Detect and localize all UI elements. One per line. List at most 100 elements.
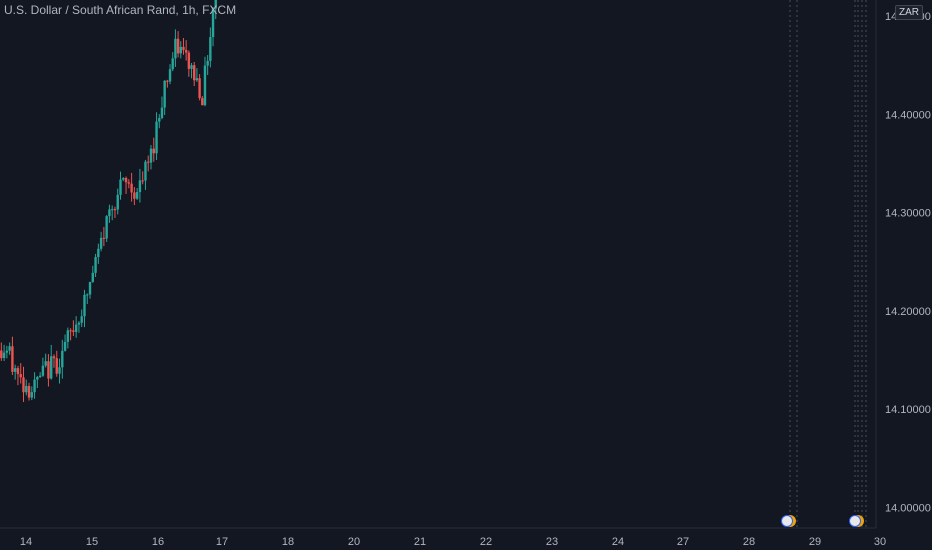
candle-body	[30, 392, 34, 398]
candle-body	[203, 65, 207, 106]
candle-body	[160, 107, 164, 118]
y-tick-label: 14.10000	[885, 404, 931, 416]
candle-body	[195, 78, 199, 81]
candle-body	[69, 330, 72, 332]
candle-body	[119, 179, 122, 195]
candle-body	[198, 78, 201, 99]
candle-body	[141, 180, 144, 182]
candle-body	[135, 192, 139, 199]
candle-body	[13, 368, 17, 372]
candle-body	[130, 183, 133, 193]
candle-body	[83, 294, 86, 317]
candle-body	[138, 180, 142, 193]
candle-body	[86, 294, 89, 296]
x-tick-label: 16	[152, 536, 164, 548]
candle-body	[52, 356, 56, 359]
candle-body	[0, 350, 3, 359]
candle-body	[211, 8, 215, 38]
candle-body	[105, 216, 108, 239]
candle-body	[77, 322, 81, 325]
candle-body	[102, 237, 106, 239]
candle-body	[97, 248, 100, 258]
x-tick-label: 20	[348, 536, 360, 548]
x-tick-label: 29	[809, 536, 821, 548]
x-tick-label: 21	[414, 536, 426, 548]
x-tick-label: 18	[282, 536, 294, 548]
candle-body	[184, 50, 188, 53]
x-tick-label: 30	[874, 536, 886, 548]
y-tick-label: 14.20000	[885, 306, 931, 318]
candle-body	[38, 375, 42, 377]
candle-body	[58, 367, 61, 374]
candle-body	[47, 361, 50, 379]
candle-body	[74, 324, 78, 332]
x-tick-label: 14	[20, 536, 32, 548]
candle-body	[133, 192, 136, 199]
candle-body	[147, 161, 150, 163]
candle-body	[122, 178, 125, 180]
candle-body	[22, 377, 25, 393]
candle-body	[80, 316, 83, 323]
chart-title: U.S. Dollar / South African Rand, 1h, FX…	[4, 3, 237, 17]
candle-body	[25, 386, 28, 393]
candle-body	[171, 58, 174, 70]
candle-body	[116, 194, 119, 210]
candle-body	[193, 65, 196, 81]
candle-body	[72, 330, 75, 332]
candle-body	[19, 374, 22, 378]
event-icon	[849, 515, 861, 527]
candle-body	[214, 0, 217, 9]
currency-badge[interactable]: ZAR	[895, 5, 923, 20]
candle-body	[27, 386, 31, 398]
candle-body	[113, 209, 117, 211]
candle-body	[33, 379, 36, 393]
candle-body	[50, 356, 53, 379]
candle-body	[63, 341, 67, 351]
candle-body	[155, 121, 158, 154]
candle-body	[16, 368, 20, 375]
x-tick-label: 17	[216, 536, 228, 548]
candle-body	[201, 98, 204, 106]
y-tick-label: 14.30000	[885, 208, 931, 220]
candle-body	[88, 281, 92, 295]
candle-body	[206, 60, 209, 66]
candles	[0, 0, 217, 402]
x-tick-label: 27	[677, 536, 689, 548]
candle-body	[163, 80, 166, 108]
x-tick-label: 24	[612, 536, 624, 548]
candle-body	[66, 330, 70, 342]
candle-body	[108, 209, 111, 217]
candle-body	[209, 37, 212, 61]
x-tick-label: 22	[480, 536, 492, 548]
candle-body	[124, 178, 128, 183]
candle-body	[8, 346, 11, 351]
candle-body	[187, 52, 191, 69]
candle-body	[176, 38, 180, 54]
candle-body	[2, 352, 6, 359]
x-tick-label: 23	[546, 536, 558, 548]
event-icon	[781, 515, 793, 527]
candle-body	[110, 209, 114, 211]
candle-body	[11, 346, 14, 372]
candle-body	[149, 148, 153, 163]
candle-body	[5, 350, 9, 353]
y-tick-label: 14.00000	[885, 503, 931, 515]
y-tick-label: 14.40000	[885, 109, 931, 121]
candle-body	[179, 46, 182, 54]
candle-body	[174, 38, 177, 59]
candle-body	[44, 361, 47, 366]
candle-body	[41, 365, 45, 376]
candle-body	[168, 69, 172, 82]
candle-body	[158, 117, 161, 122]
candle-body	[55, 358, 58, 374]
candle-body	[182, 46, 185, 51]
candle-body	[166, 80, 169, 82]
x-tick-label: 15	[86, 536, 98, 548]
candle-body	[94, 257, 97, 273]
candle-body	[190, 65, 193, 69]
candle-body	[91, 272, 94, 282]
candle-body	[152, 148, 155, 154]
candle-body	[61, 350, 64, 368]
